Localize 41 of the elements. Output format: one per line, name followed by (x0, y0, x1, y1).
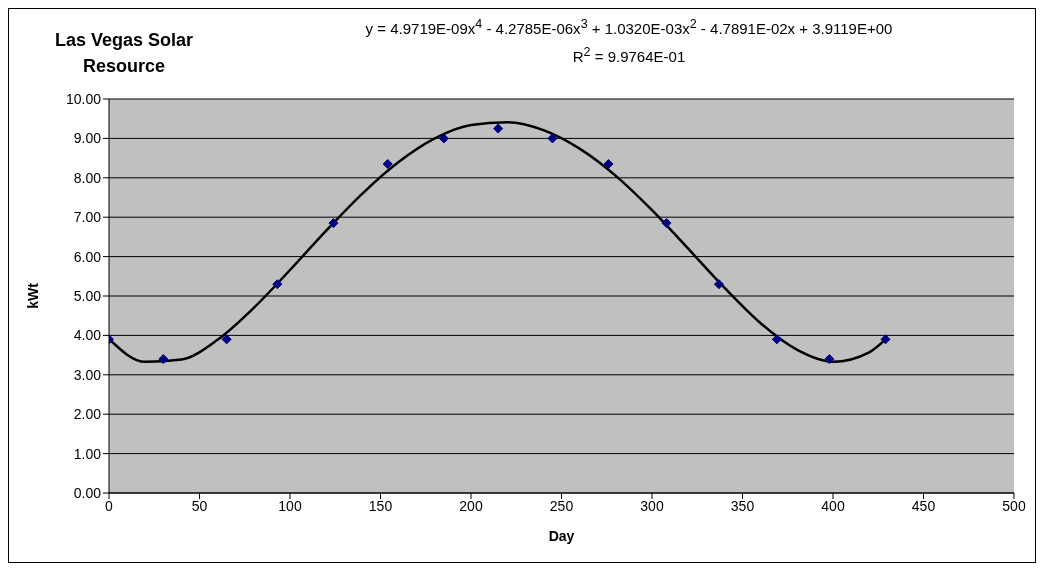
y-tick-label: 8.00 (73, 169, 102, 186)
y-tick-label: 9.00 (73, 130, 102, 147)
point (158, 354, 169, 365)
point (272, 279, 283, 290)
x-tick-label: 200 (459, 497, 483, 514)
y-tick-label: 2.00 (73, 406, 102, 423)
point (824, 354, 835, 365)
point (880, 334, 891, 345)
x-tick-label: 350 (730, 497, 755, 514)
point (221, 334, 232, 345)
x-axis-title: Day (548, 528, 575, 544)
y-tick-label: 4.00 (73, 327, 102, 344)
x-tick-label: 400 (821, 497, 845, 514)
text: y = 4.9719E-09x$^{4}$ - 4.2785E-06x$^{3}$ + 1.0320E-03x$^{2}$ - 4.7891E-02x + 3.9119E+00 (364, 17, 894, 37)
x-tick-label: 500 (1002, 497, 1026, 514)
x-tick-label: 250 (549, 497, 574, 514)
y-tick-label: 6.00 (73, 248, 102, 265)
point (603, 159, 614, 170)
point (493, 123, 504, 134)
y-tick-label: 1.00 (73, 445, 102, 462)
point (547, 133, 558, 144)
point (328, 218, 339, 229)
point (713, 279, 724, 290)
chart-title: Las Vegas Solar Resource (53, 29, 195, 78)
y-tick-label: 5.00 (73, 287, 102, 304)
x-tick-label: 50 (191, 497, 208, 514)
point (382, 159, 393, 170)
x-tick-label: 450 (911, 497, 936, 514)
x-tick-label: 150 (368, 497, 393, 514)
y-tick-label: 10.00 (65, 90, 102, 107)
point (438, 133, 449, 144)
x-tick-label: 100 (278, 497, 302, 514)
y-tick-label: 3.00 (73, 366, 102, 383)
text: R$^{2}$ = 9.9764E-01 (571, 45, 687, 65)
y-axis-title: kWt (24, 282, 41, 309)
x-tick-label: 300 (640, 497, 664, 514)
point (771, 334, 782, 345)
y-tick-label: 0.00 (73, 484, 102, 501)
y-tick-label: 7.00 (73, 209, 102, 226)
point (661, 218, 672, 229)
x-tick-label: 0 (105, 497, 114, 514)
